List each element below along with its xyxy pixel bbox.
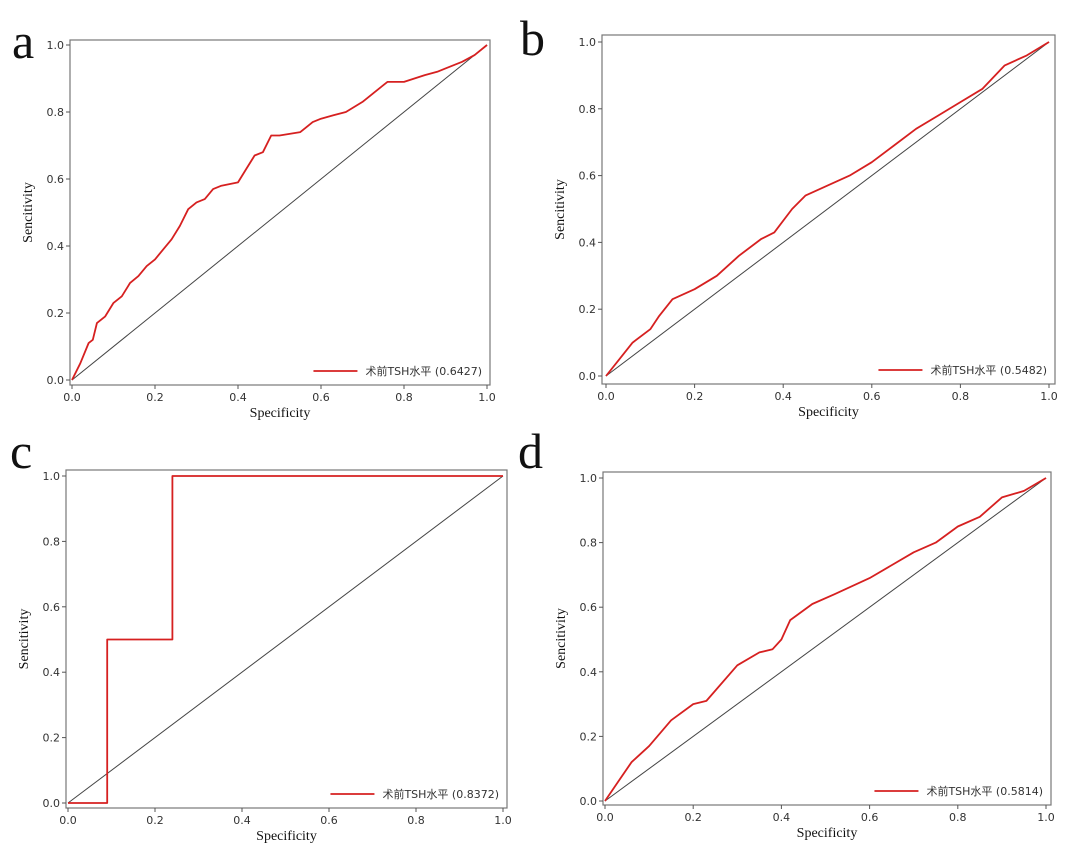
y-tick-label: 0.0 (47, 374, 65, 387)
legend-label: 术前TSH水平 (0.6427) (365, 364, 482, 378)
y-axis-label: Sencitivity (17, 609, 32, 670)
x-tick-label: 0.8 (952, 390, 970, 403)
y-tick-label: 0.8 (579, 103, 597, 116)
x-axis-label: Specificity (256, 829, 317, 844)
y-tick-label: 0.2 (579, 303, 597, 316)
panel-label: d (518, 423, 543, 479)
x-tick-label: 0.8 (949, 811, 967, 824)
plot-frame (601, 34, 1056, 385)
legend-label: 术前TSH水平 (0.5814) (926, 784, 1043, 798)
panel-d: d 0.0 0.2 0.4 0.6 0.8 1.0 0.0 0.2 0.4 0.6 0.8 1.0 Spe… (518, 423, 1055, 841)
x-tick-label: 0.4 (773, 811, 791, 824)
y-tick-label: 0.8 (43, 535, 61, 548)
y-tick-label: 0.6 (579, 170, 597, 183)
x-tick-label: 1.0 (1037, 811, 1055, 824)
x-tick-label: 0.2 (146, 391, 164, 404)
y-axis-label: Sencitivity (553, 179, 568, 240)
reference-diagonal-line (605, 41, 1050, 377)
x-tick-label: 0.6 (320, 814, 338, 827)
y-axis-label: Sencitivity (554, 608, 569, 669)
y-tick-label: 0.4 (47, 240, 65, 253)
x-tick-label: 1.0 (494, 814, 512, 827)
panel-label: a (12, 13, 34, 69)
y-tick-label: 0.0 (580, 795, 598, 808)
reference-diagonal-line (604, 477, 1047, 802)
y-tick-label: 0.2 (47, 307, 65, 320)
x-tick-label: 0.0 (59, 814, 77, 827)
y-tick-label: 1.0 (47, 39, 65, 52)
legend-label: 术前TSH水平 (0.5482) (930, 363, 1047, 377)
x-tick-label: 0.0 (596, 811, 614, 824)
panel-label: b (520, 10, 545, 66)
x-tick-label: 0.0 (63, 391, 81, 404)
plot-frame (69, 39, 491, 386)
y-tick-label: 0.0 (579, 370, 597, 383)
roc-curve (605, 41, 1050, 377)
x-tick-label: 0.8 (395, 391, 413, 404)
x-tick-label: 0.6 (863, 390, 881, 403)
x-axis-label: Specificity (797, 826, 858, 841)
y-tick-label: 0.4 (579, 236, 597, 249)
x-tick-label: 0.4 (229, 391, 247, 404)
x-axis-label: Specificity (798, 405, 859, 420)
y-tick-label: 0.6 (47, 173, 65, 186)
x-axis-label: Specificity (250, 406, 311, 421)
x-tick-label: 0.4 (233, 814, 251, 827)
y-tick-label: 0.6 (43, 601, 61, 614)
plot-frame (602, 471, 1052, 806)
x-tick-label: 0.4 (774, 390, 792, 403)
y-tick-label: 1.0 (579, 36, 597, 49)
y-tick-label: 0.6 (580, 601, 598, 614)
y-tick-label: 0.8 (580, 537, 598, 550)
x-tick-label: 0.2 (146, 814, 164, 827)
plot-frame (65, 469, 508, 809)
y-tick-label: 1.0 (580, 472, 598, 485)
y-axis-label: Sencitivity (21, 182, 36, 243)
x-tick-label: 1.0 (478, 391, 496, 404)
y-tick-label: 0.8 (47, 106, 65, 119)
panel-c: c 0.0 0.2 0.4 0.6 0.8 1.0 0.0 0.2 0.4 0.6 0.8 1.0 Spe… (10, 423, 512, 844)
y-tick-label: 0.4 (43, 666, 61, 679)
x-tick-label: 1.0 (1040, 390, 1058, 403)
panel-a: a 0.0 0.2 0.4 0.6 0.8 1.0 0.0 0.2 0.4 0.6 0.8 1.0 Spe… (12, 13, 496, 421)
x-tick-label: 0.8 (407, 814, 425, 827)
panel-label: c (10, 423, 32, 479)
x-tick-label: 0.6 (312, 391, 330, 404)
x-tick-label: 0.0 (597, 390, 615, 403)
x-tick-label: 0.2 (684, 811, 702, 824)
x-tick-label: 0.6 (861, 811, 879, 824)
y-tick-label: 0.2 (580, 730, 598, 743)
y-tick-label: 0.0 (43, 797, 61, 810)
x-tick-label: 0.2 (686, 390, 704, 403)
y-tick-label: 0.4 (580, 666, 598, 679)
reference-diagonal-line (71, 44, 488, 381)
reference-diagonal-line (67, 475, 504, 804)
y-tick-label: 1.0 (43, 470, 61, 483)
legend-label: 术前TSH水平 (0.8372) (382, 787, 499, 801)
y-tick-label: 0.2 (43, 732, 61, 745)
panel-b: b 0.0 0.2 0.4 0.6 0.8 1.0 0.0 0.2 0.4 0.6 0.8 1.0 Spe… (520, 10, 1058, 420)
roc-curve (604, 477, 1047, 802)
roc-curve (71, 44, 488, 381)
roc-curve (68, 475, 503, 804)
